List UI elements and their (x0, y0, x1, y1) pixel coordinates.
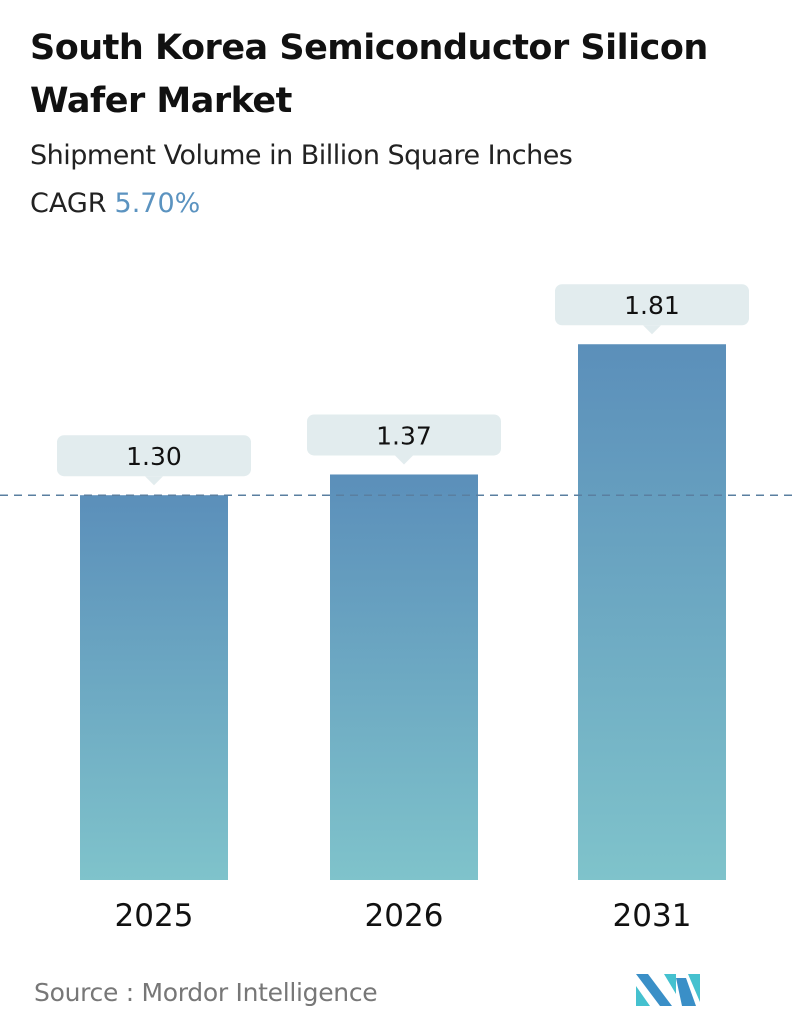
bar-chart: 1.30 2025 1.37 2026 1.81 2031 (0, 284, 796, 934)
x-tick-label: 2031 (613, 898, 692, 934)
data-label-pointer (643, 325, 661, 335)
data-label-box (555, 284, 749, 326)
source-name: Mordor Intelligence (141, 978, 378, 1007)
cagr: CAGR 5.70% (30, 188, 200, 219)
cagr-value: 5.70% (114, 188, 201, 219)
bar-2031 (578, 344, 726, 880)
source-label: Source : (34, 978, 134, 1007)
data-label: 1.30 (126, 442, 182, 471)
data-label-pointer (395, 455, 413, 465)
chart-subtitle: Shipment Volume in Billion Square Inches (30, 140, 573, 171)
data-label: 1.81 (624, 291, 680, 320)
bar-2025 (80, 495, 228, 880)
x-tick-label: 2026 (365, 898, 444, 934)
data-label-box (307, 414, 501, 456)
mordor-intelligence-logo-icon (636, 974, 700, 1006)
data-label-pointer (145, 476, 163, 486)
source: Source : Mordor Intelligence (34, 978, 378, 1007)
x-tick-label: 2025 (115, 898, 194, 934)
data-label-box (57, 435, 251, 477)
data-label: 1.37 (376, 421, 432, 450)
chart-title: South Korea Semiconductor Silicon Wafer … (30, 28, 708, 121)
cagr-label: CAGR (30, 188, 107, 219)
bar-2026 (330, 474, 478, 880)
